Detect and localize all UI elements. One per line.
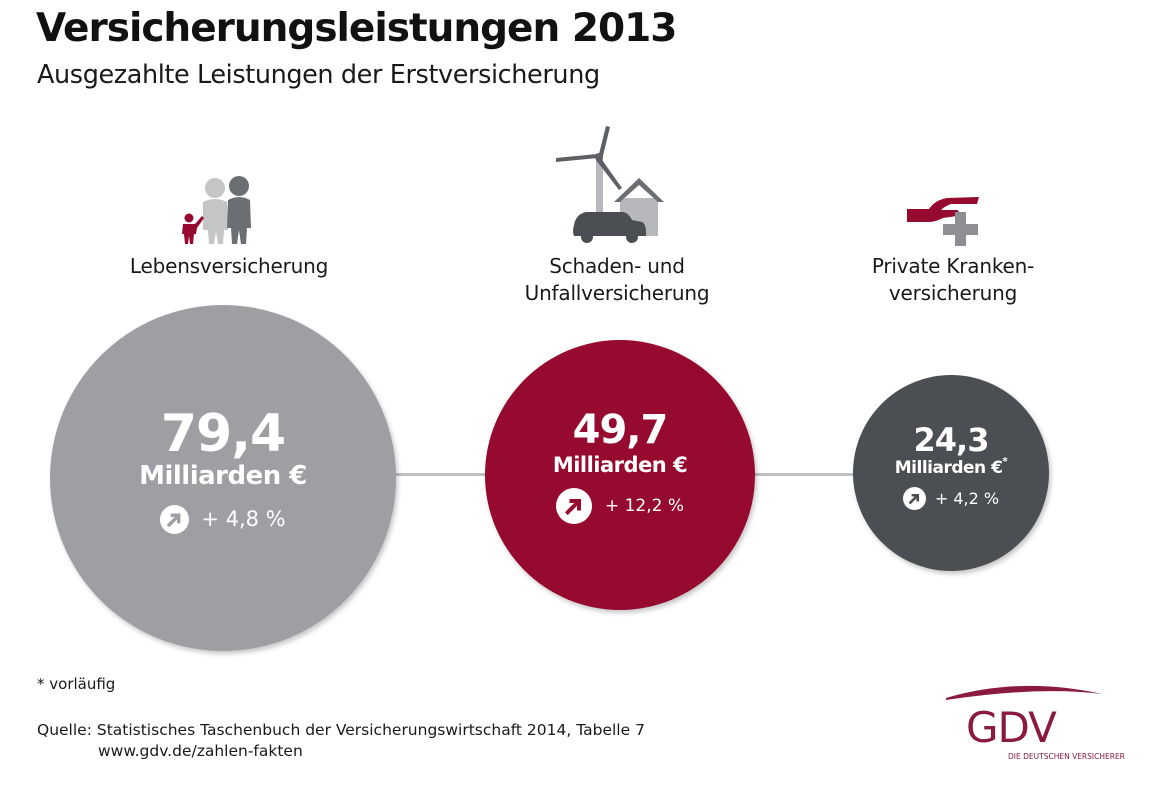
bubble-unit-text: Milliarden € (552, 453, 688, 478)
svg-text:GDV: GDV (966, 703, 1057, 752)
category-label-line: versicherung (888, 281, 1018, 305)
hand-cross-icon (907, 197, 979, 246)
category-label-2: Schaden- und Unfallversicherung (525, 253, 710, 307)
bubble-unit: Milliarden € (552, 453, 688, 478)
category-label-line: Lebensversicherung (129, 254, 329, 278)
bubble-unit: Milliarden €* (894, 457, 1008, 479)
source-url: www.gdv.de/zahlen-fakten (98, 742, 303, 760)
category-label-line: Unfallversicherung (524, 281, 710, 305)
page-title: Versicherungsleistungen 2013 (36, 6, 677, 51)
category-label-line: Private Kranken- (871, 254, 1035, 278)
connector-line-1 (390, 473, 490, 476)
bubble-unit-text: Milliarden € (894, 458, 1003, 479)
arrow-up-right-icon (555, 487, 592, 524)
category-label-1: Lebensversicherung (130, 253, 328, 280)
bubble-lebensversicherung: 79,4 Milliarden € + 4,8 % (50, 305, 396, 651)
gdv-logo: GDV DIE DEUTSCHEN VERSICHERER (946, 685, 1125, 761)
bubble-change: + 12,2 % (555, 487, 685, 524)
source-line: Quelle: Statistisches Taschenbuch der Ve… (37, 721, 645, 739)
page-subtitle: Ausgezahlte Leistungen der Erstversicher… (37, 60, 600, 90)
category-label-line: Schaden- und (549, 254, 685, 278)
bubble-value: 24,3 (913, 421, 990, 460)
bubble-value: 49,7 (572, 407, 669, 454)
source: Quelle: Statistisches Taschenbuch der Ve… (37, 720, 645, 762)
bubble-change-text: + 4,2 % (934, 488, 1000, 508)
category-label-3: Private Kranken- versicherung (872, 253, 1034, 307)
bubble-change: + 4,2 % (902, 486, 1000, 510)
svg-text:DIE DEUTSCHEN VERSICHERER: DIE DEUTSCHEN VERSICHERER (1008, 752, 1125, 761)
connector-line-2 (750, 473, 858, 476)
bubble-unit: Milliarden € (139, 462, 307, 491)
arrow-up-right-icon (160, 504, 190, 534)
bubble-unit-mark: * (1002, 457, 1008, 469)
windmill-house-car-icon (556, 126, 664, 243)
bubble-private-kranken: 24,3 Milliarden €* + 4,2 % (853, 375, 1049, 571)
family-icon (182, 176, 251, 244)
bubble-change-text: + 4,8 % (201, 507, 286, 532)
arrow-up-right-icon (902, 486, 926, 510)
bubble-unit-text: Milliarden € (139, 461, 307, 492)
bubble-change: + 4,8 % (160, 504, 286, 534)
bubble-value: 79,4 (160, 404, 286, 465)
footnote: * vorläufig (37, 675, 116, 693)
bubble-schaden-unfall: 49,7 Milliarden € + 12,2 % (485, 340, 755, 610)
bubble-change-text: + 12,2 % (604, 495, 685, 516)
